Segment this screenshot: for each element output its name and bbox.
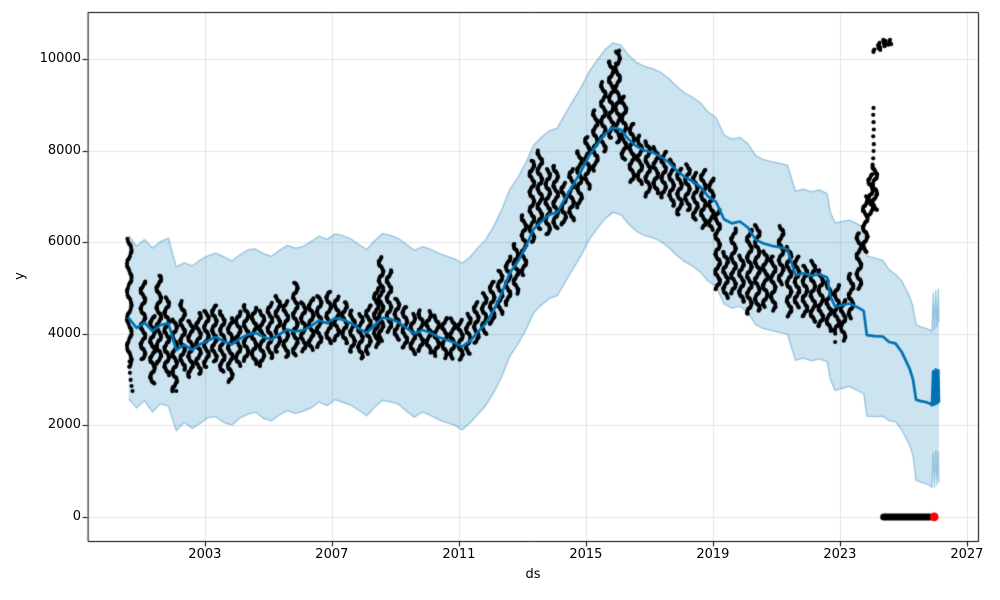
x-tick-label: 2023 [823,547,857,562]
y-axis-label: y [12,272,28,280]
x-tick-label: 2003 [188,547,222,562]
x-tick-label: 2011 [442,547,476,562]
x-tick-label: 2007 [315,547,349,562]
y-tick-label: 8000 [47,142,81,158]
y-tick-label: 4000 [47,325,81,341]
x-tick-label: 2027 [950,547,984,562]
x-tick-label: 2015 [569,547,603,562]
y-tick-label: 0 [72,509,81,525]
y-tick-label: 2000 [47,417,81,433]
x-tick-label: 2019 [696,547,730,562]
x-axis-label: ds [525,567,541,582]
y-tick-label: 6000 [47,234,81,250]
y-tick-label: 10000 [39,51,81,67]
